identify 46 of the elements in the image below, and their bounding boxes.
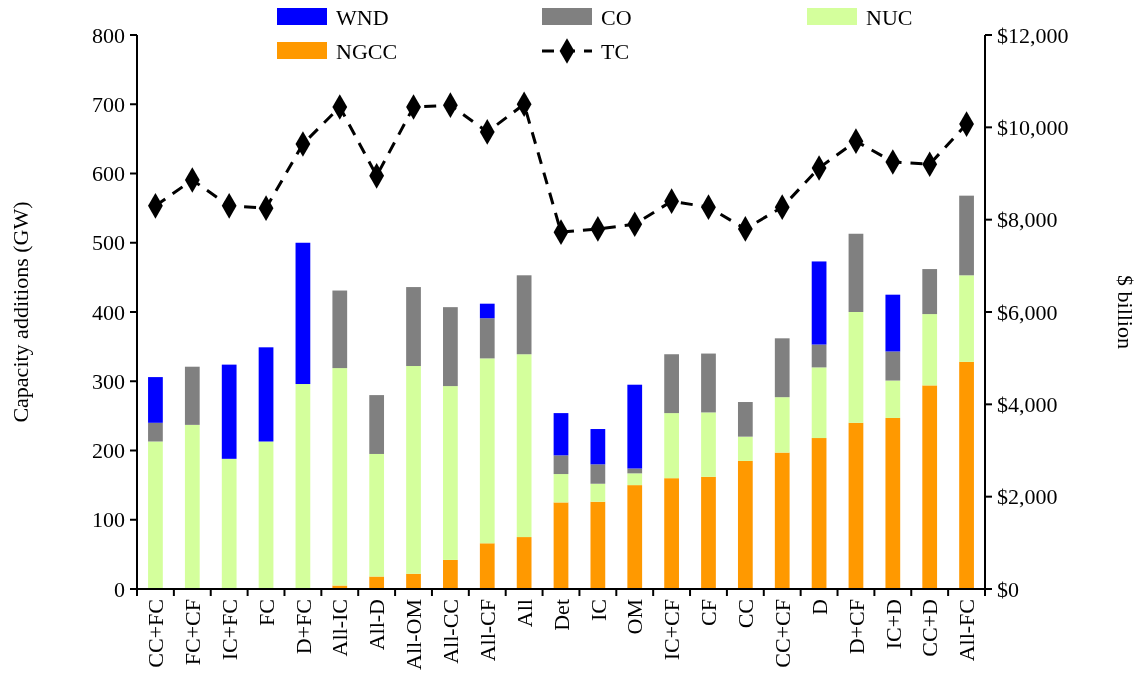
x-tick-label: All-CF [474,599,500,662]
x-tick-label: CC [733,599,759,629]
legend-label: WND [336,4,389,30]
y2-tick-label: $0 [997,576,1019,602]
x-tick-label: IC [585,599,611,621]
legend-label: NGCC [336,38,398,64]
y2-tick-label: $6,000 [997,299,1058,325]
y-tick-label: 0 [114,576,125,602]
x-tick-label: CC+D [917,599,943,657]
x-tick-label: IC+D [880,599,906,650]
y2-axis-title: $ billion [1113,275,1136,349]
x-tick-label: CF [696,599,722,626]
x-tick-label: All-IC [327,599,353,657]
x-tick-label: IC+FC [216,599,242,661]
x-tick-label: CC+CF [769,599,795,668]
x-tick-label: D [806,599,832,615]
x-tick-label: CC+FC [143,599,169,668]
y2-tick-label: $12,000 [997,22,1069,48]
y2-tick-label: $10,000 [997,115,1069,141]
x-tick-label: OM [622,599,648,635]
x-tick-label: FC+CF [180,599,205,666]
y-tick-label: 400 [92,299,125,325]
y-tick-label: 800 [92,22,125,48]
x-tick-label: All-CC [438,599,464,664]
x-tick-label: IC+CF [659,599,685,661]
x-tick-label: All-FC [954,599,980,662]
x-tick-label: FC [253,599,279,626]
x-tick-label: D+CF [843,599,869,655]
y2-tick-label: $2,000 [997,484,1058,510]
y-tick-label: 600 [92,161,125,187]
y-tick-label: 100 [92,507,125,533]
y2-tick-label: $8,000 [997,207,1058,233]
y2-tick-label: $4,000 [997,392,1058,418]
y-tick-label: 700 [92,91,125,117]
x-tick-label: D+FC [290,599,316,655]
x-tick-label: Det [548,599,574,631]
x-tick-label: All-OM [401,599,427,670]
y-tick-label: 200 [92,438,125,464]
y-tick-label: 300 [92,368,125,394]
legend-label: CO [601,4,632,30]
y-tick-label: 500 [92,230,125,256]
x-tick-label: All [511,599,537,628]
x-tick-label: All-D [364,599,390,651]
legend-label: TC [601,38,630,64]
y-axis-title: Capacity additions (GW) [8,201,33,423]
legend-label: NUC [866,4,913,30]
